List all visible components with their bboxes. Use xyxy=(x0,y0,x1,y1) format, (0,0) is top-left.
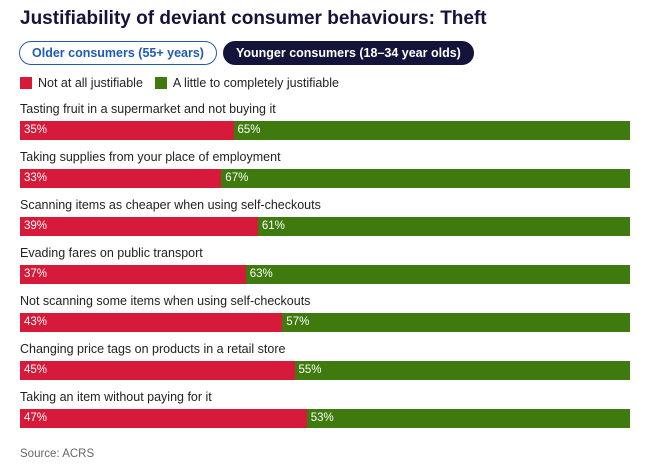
value-label-justifiable: 57% xyxy=(286,316,310,328)
younger-consumers-toggle[interactable]: Younger consumers (18–34 year olds) xyxy=(222,41,474,65)
value-label-justifiable: 53% xyxy=(310,412,334,424)
bar-segment-not-justifiable: 45% xyxy=(20,361,295,380)
stacked-bar: 45% 55% xyxy=(20,361,630,380)
value-label-justifiable: 63% xyxy=(249,268,273,280)
bar-segment-justifiable: 61% xyxy=(257,217,630,236)
bar-row: Taking supplies from your place of emplo… xyxy=(20,148,630,196)
bar-segment-justifiable: 53% xyxy=(306,409,630,428)
stacked-bar: 43% 57% xyxy=(20,313,630,332)
value-label-not-justifiable: 35% xyxy=(24,124,48,136)
bar-segment-justifiable: 67% xyxy=(221,169,630,188)
bar-row: Evading fares on public transport 37% 63% xyxy=(20,244,630,292)
category-label: Evading fares on public transport xyxy=(20,246,203,260)
audience-toggle-group: Older consumers (55+ years) Younger cons… xyxy=(19,41,474,65)
stacked-bar: 37% 63% xyxy=(20,265,630,284)
value-label-justifiable: 65% xyxy=(237,124,261,136)
bar-row: Taking an item without paying for it 47% 5… xyxy=(20,388,630,436)
value-label-not-justifiable: 43% xyxy=(24,316,48,328)
stacked-bar: 33% 67% xyxy=(20,169,630,188)
bar-row: Not scanning some items when using self-… xyxy=(20,292,630,340)
bar-segment-not-justifiable: 43% xyxy=(20,313,283,332)
value-label-justifiable: 67% xyxy=(225,172,249,184)
value-label-not-justifiable: 33% xyxy=(24,172,48,184)
category-label: Not scanning some items when using self-… xyxy=(20,294,311,308)
bar-segment-justifiable: 65% xyxy=(233,121,630,140)
legend-item-not-justifiable: Not at all justifiable xyxy=(20,76,143,90)
older-consumers-toggle[interactable]: Older consumers (55+ years) xyxy=(19,41,217,65)
bar-segment-not-justifiable: 35% xyxy=(20,121,234,140)
legend-item-justifiable: A little to completely justifiable xyxy=(154,76,339,90)
category-label: Tasting fruit in a supermarket and not b… xyxy=(20,102,276,116)
bar-segment-not-justifiable: 47% xyxy=(20,409,307,428)
bar-segment-justifiable: 63% xyxy=(245,265,630,284)
value-label-not-justifiable: 37% xyxy=(24,268,48,280)
bar-segment-justifiable: 57% xyxy=(282,313,630,332)
legend-label-not-justifiable: Not at all justifiable xyxy=(38,76,143,90)
bar-row: Changing price tags on products in a ret… xyxy=(20,340,630,388)
legend-swatch-not-justifiable xyxy=(20,77,32,89)
category-label: Changing price tags on products in a ret… xyxy=(20,342,286,356)
chart-title: Justifiability of deviant consumer behav… xyxy=(20,8,487,29)
category-label: Taking an item without paying for it xyxy=(20,390,212,404)
stacked-bar: 39% 61% xyxy=(20,217,630,236)
bar-segment-justifiable: 55% xyxy=(294,361,630,380)
value-label-justifiable: 55% xyxy=(298,364,322,376)
category-label: Scanning items as cheaper when using sel… xyxy=(20,198,321,212)
value-label-justifiable: 61% xyxy=(261,220,285,232)
source-note: Source: ACRS xyxy=(20,448,95,460)
bar-rows: Tasting fruit in a supermarket and not b… xyxy=(20,100,630,436)
value-label-not-justifiable: 39% xyxy=(24,220,48,232)
legend: Not at all justifiable A little to compl… xyxy=(20,76,351,90)
bar-row: Tasting fruit in a supermarket and not b… xyxy=(20,100,630,148)
stacked-bar: 35% 65% xyxy=(20,121,630,140)
legend-swatch-justifiable xyxy=(154,77,167,89)
category-label: Taking supplies from your place of emplo… xyxy=(20,150,281,164)
bar-segment-not-justifiable: 37% xyxy=(20,265,246,284)
bar-segment-not-justifiable: 33% xyxy=(20,169,222,188)
value-label-not-justifiable: 45% xyxy=(24,364,48,376)
value-label-not-justifiable: 47% xyxy=(24,412,48,424)
bar-row: Scanning items as cheaper when using sel… xyxy=(20,196,630,244)
bar-segment-not-justifiable: 39% xyxy=(20,217,258,236)
legend-label-justifiable: A little to completely justifiable xyxy=(172,76,339,90)
stacked-bar: 47% 53% xyxy=(20,409,630,428)
